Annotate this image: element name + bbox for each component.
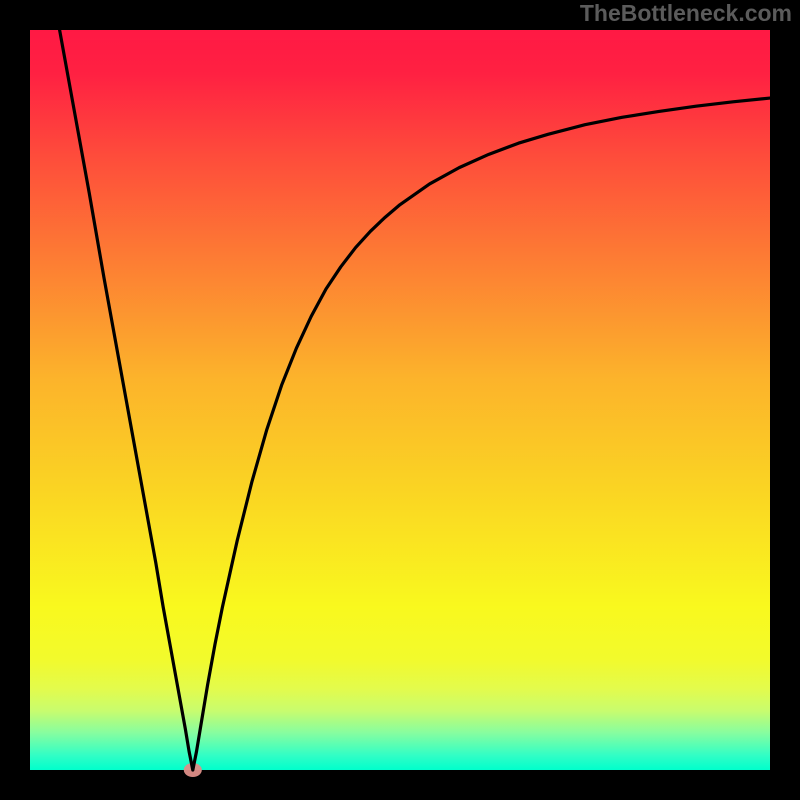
gradient-background [30,30,770,770]
bottleneck-chart [0,0,800,800]
chart-frame: TheBottleneck.com [0,0,800,800]
attribution-label: TheBottleneck.com [580,0,792,27]
